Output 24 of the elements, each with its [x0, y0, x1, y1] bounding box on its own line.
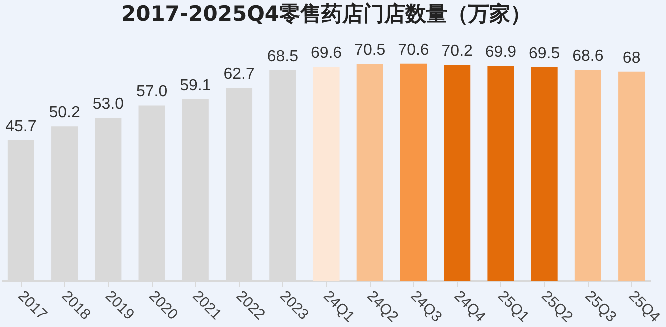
data-label: 70.2	[442, 43, 474, 60]
data-label: 69.5	[529, 45, 560, 62]
data-label: 50.2	[49, 104, 80, 122]
chart-title: 2017-2025Q4零售药店门店数量（万家）	[121, 2, 532, 26]
bar	[574, 70, 602, 281]
data-label: 70.5	[354, 42, 386, 60]
data-label: 62.7	[224, 66, 255, 84]
data-label: 53.0	[92, 96, 124, 114]
data-label: 57.0	[136, 84, 168, 101]
bar	[444, 65, 471, 281]
bar	[618, 72, 646, 281]
data-label: 68	[622, 50, 641, 67]
data-label: 45.7	[6, 118, 37, 136]
data-label: 68.6	[572, 48, 604, 66]
bar	[488, 66, 514, 281]
bar	[400, 64, 427, 281]
data-label: 59.1	[180, 77, 212, 94]
data-label: 69.6	[310, 44, 342, 62]
bar	[356, 64, 384, 281]
bar	[313, 66, 340, 281]
data-label: 68.5	[267, 48, 299, 66]
data-label: 70.6	[398, 42, 430, 59]
data-label: 69.9	[485, 44, 517, 62]
bar	[531, 67, 558, 281]
